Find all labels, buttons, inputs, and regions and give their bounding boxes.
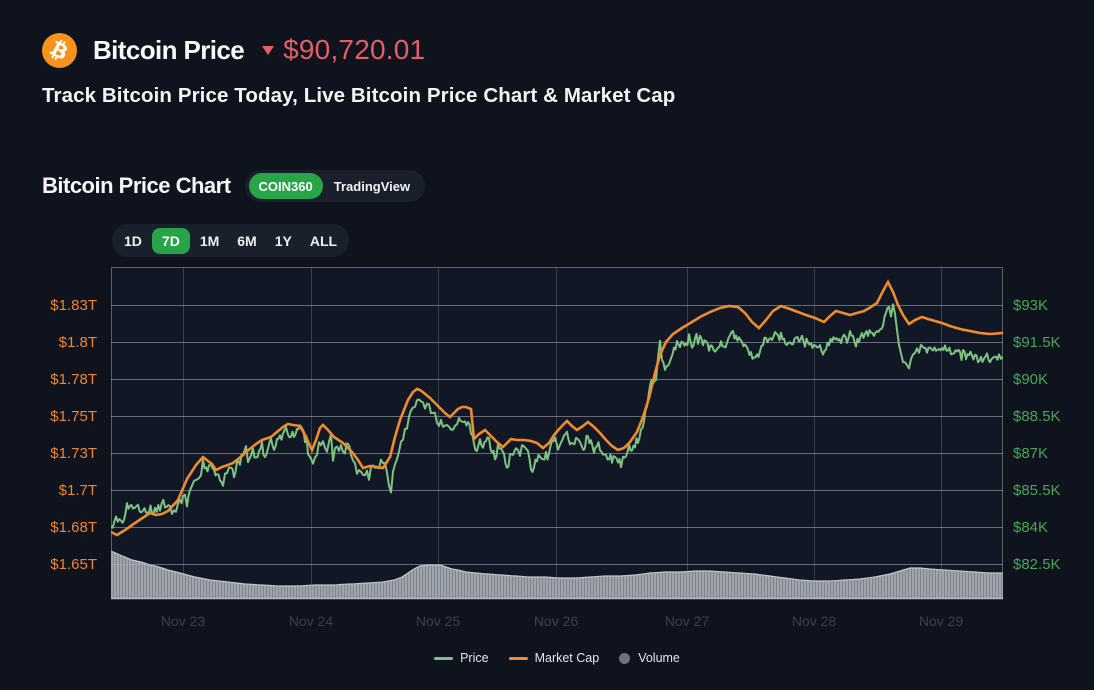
svg-text:Nov 28: Nov 28 [792, 613, 837, 629]
svg-text:$91.5K: $91.5K [1013, 334, 1061, 351]
svg-text:$1.65T: $1.65T [50, 556, 97, 573]
svg-text:Nov 26: Nov 26 [534, 613, 579, 629]
svg-text:Nov 29: Nov 29 [919, 613, 964, 629]
svg-text:$88.5K: $88.5K [1013, 408, 1061, 425]
svg-text:$1.7T: $1.7T [59, 482, 97, 499]
svg-text:$84K: $84K [1013, 519, 1048, 536]
svg-text:$90K: $90K [1013, 371, 1048, 388]
svg-text:Nov 24: Nov 24 [289, 613, 334, 629]
svg-text:$87K: $87K [1013, 445, 1048, 462]
svg-text:$1.73T: $1.73T [50, 445, 97, 462]
svg-text:Nov 25: Nov 25 [416, 613, 461, 629]
svg-text:$93K: $93K [1013, 297, 1048, 314]
svg-text:$1.8T: $1.8T [59, 334, 97, 351]
svg-text:Nov 23: Nov 23 [161, 613, 206, 629]
svg-text:Nov 27: Nov 27 [665, 613, 710, 629]
svg-text:$1.75T: $1.75T [50, 408, 97, 425]
svg-text:$82.5K: $82.5K [1013, 556, 1061, 573]
svg-text:$1.68T: $1.68T [50, 519, 97, 536]
svg-text:$1.78T: $1.78T [50, 371, 97, 388]
svg-text:$1.83T: $1.83T [50, 297, 97, 314]
svg-text:$85.5K: $85.5K [1013, 482, 1061, 499]
